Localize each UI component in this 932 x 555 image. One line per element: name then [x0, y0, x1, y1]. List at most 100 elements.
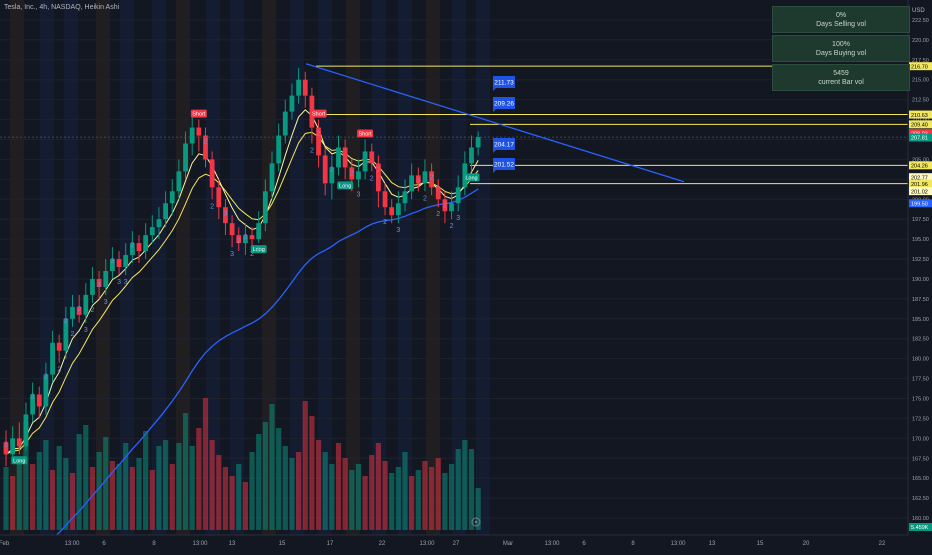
wave-count-label: 2 [383, 219, 387, 226]
price-label-text: 204.26 [911, 164, 928, 170]
volume-bar [216, 455, 221, 530]
price-tick-label: 160.00 [912, 516, 929, 522]
time-tick-label: 13 [709, 541, 716, 547]
price-tick-label: 175.00 [912, 397, 929, 403]
price-tick-label: 190.00 [912, 277, 929, 283]
time-tick-label: 15 [279, 541, 286, 547]
volume-bar [143, 431, 148, 530]
candle-body [343, 147, 348, 167]
short-signal-label: Short [357, 129, 373, 137]
candle-body [409, 175, 414, 191]
volume-stats-panel: 0% Days Selling vol 100% Days Buying vol… [772, 6, 910, 93]
volume-bar [462, 440, 467, 530]
session-stripe [426, 0, 440, 535]
volume-bar [103, 437, 108, 530]
stats-label: Days Selling vol [773, 20, 909, 29]
volume-bar [70, 473, 75, 530]
candle-body [83, 295, 88, 315]
wave-count-label: 3 [84, 327, 88, 334]
volume-bar [369, 455, 374, 530]
wave-count-label: 3 [223, 210, 227, 217]
candle-body [170, 191, 175, 203]
volume-bar [77, 434, 82, 530]
price-axis-label: 204.26 [909, 161, 932, 169]
volume-bar [303, 401, 308, 530]
candle-body [90, 279, 95, 295]
volume-bar [50, 470, 55, 530]
volume-bar [396, 467, 401, 530]
price-tick-label: 185.00 [912, 317, 929, 323]
volume-bar [376, 443, 381, 530]
wave-count-label: 2 [90, 307, 94, 314]
time-axis-bg[interactable] [0, 535, 932, 550]
stats-label: current Bar vol [773, 78, 909, 87]
stats-cell-buying: 100% Days Buying vol [772, 35, 910, 62]
time-tick-label: 22 [379, 541, 386, 547]
price-tick-label: 195.00 [912, 237, 929, 243]
volume-bar [422, 461, 427, 530]
signal-text: Short [192, 112, 206, 118]
volume-bar [156, 446, 161, 530]
time-tick-label: 15 [757, 541, 764, 547]
callout-text: 201.52 [494, 162, 514, 169]
price-tick-label: 197.50 [912, 217, 929, 223]
stats-cell-selling: 0% Days Selling vol [772, 6, 910, 33]
candle-body [123, 255, 128, 267]
volume-bar [269, 404, 274, 530]
wave-count-label: 3 [257, 247, 261, 254]
time-tick-label: 13:00 [192, 541, 208, 547]
candle-body [250, 235, 255, 239]
wave-count-label: 2 [71, 331, 75, 338]
volume-bar [190, 446, 195, 530]
volume-bar [323, 452, 328, 530]
volume-bar [416, 470, 421, 530]
candle-body [336, 147, 341, 167]
price-tick-label: 180.00 [912, 357, 929, 363]
price-label-text: 199.50 [911, 201, 928, 207]
time-tick-label: 17 [327, 541, 334, 547]
callout-text: 209.26 [494, 101, 514, 108]
wave-count-label: 2 [450, 223, 454, 230]
candle-body [263, 191, 268, 223]
candle-body [230, 223, 235, 235]
price-tick-label: 222.50 [912, 18, 929, 24]
time-tick-label: 13:00 [419, 541, 435, 547]
candle-body [70, 307, 75, 319]
price-tick-label: 172.50 [912, 416, 929, 422]
wave-count-label: 3 [104, 299, 108, 306]
candle-body [216, 187, 221, 207]
volume-bar [83, 425, 88, 530]
price-tick-label: 212.50 [912, 98, 929, 104]
stats-value: 100% [773, 40, 909, 49]
price-axis-label: 207.81 [909, 134, 932, 142]
volume-bar [236, 464, 241, 530]
wave-count-label: 2 [350, 170, 354, 177]
callout-text: 211.73 [494, 80, 514, 87]
candle-body [256, 223, 261, 239]
candle-body [369, 151, 374, 163]
wave-count-label: 3 [97, 282, 101, 289]
volume-bar [316, 440, 321, 530]
volume-bar [442, 473, 447, 530]
volume-bar [210, 440, 215, 530]
candle-body [403, 191, 408, 203]
candle-body [143, 235, 148, 251]
wave-count-label: 2 [77, 306, 81, 313]
volume-bar [276, 428, 281, 530]
wave-count-label: 2 [31, 394, 35, 401]
time-tick-label: 22 [879, 541, 886, 547]
volume-bar [343, 458, 348, 530]
volume-bar [10, 476, 15, 530]
price-tick-label: 165.00 [912, 476, 929, 482]
volume-bar [43, 440, 48, 530]
candle-body [50, 343, 55, 375]
price-label-text: 201.02 [911, 189, 928, 195]
time-tick-label: 20 [803, 541, 810, 547]
volume-bar [136, 458, 141, 530]
price-tick-label: 167.50 [912, 456, 929, 462]
price-label-text: 201.96 [911, 182, 928, 188]
candle-body [190, 128, 195, 144]
wave-count-label: 2 [57, 367, 61, 374]
price-label-text: 209.40 [911, 123, 928, 129]
volume-bar [456, 449, 461, 530]
